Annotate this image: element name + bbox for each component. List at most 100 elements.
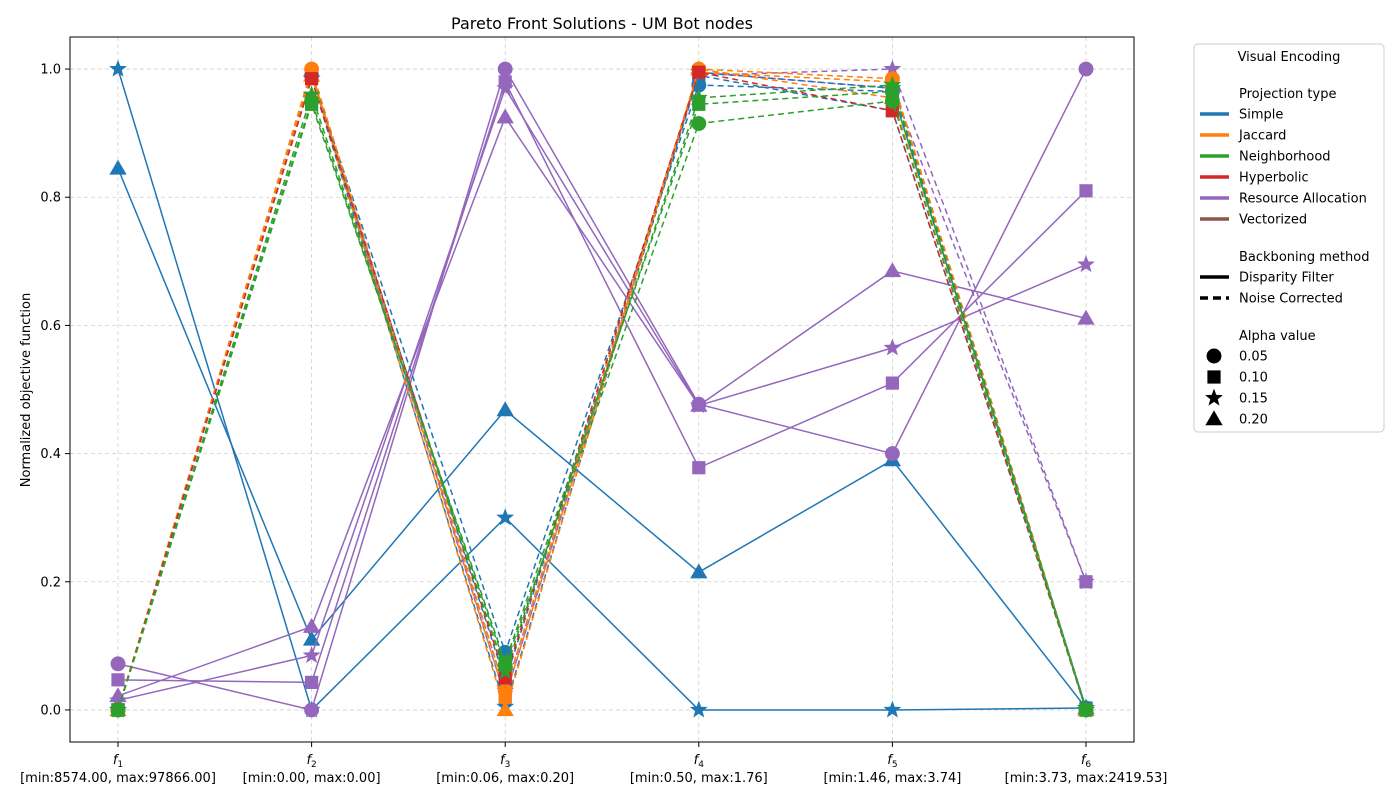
series-resource-allocation-0.20 <box>109 108 1095 703</box>
series-line <box>117 68 1087 712</box>
x-axis-range-label: [min:8574.00, max:97866.00] <box>20 771 216 786</box>
legend-item-label: Noise Corrected <box>1239 292 1343 307</box>
x-tick-label: f3 <box>500 753 510 770</box>
y-axis-label: Normalized objective function <box>19 293 34 487</box>
series-hyperbolic-0.10 <box>111 65 1093 717</box>
data-point <box>305 675 319 689</box>
data-point <box>496 662 515 680</box>
data-point <box>689 88 708 106</box>
x-tick-label: f1 <box>113 753 123 770</box>
legend-item-label: Simple <box>1239 108 1283 123</box>
data-point <box>302 617 321 633</box>
y-tick-label: 0.6 <box>40 319 61 334</box>
series-line <box>117 90 1087 711</box>
legend-projection-title: Projection type <box>1239 87 1336 102</box>
legend-title: Visual Encoding <box>1238 50 1341 65</box>
legend: Visual Encoding Projection type Simple Jacc… <box>1193 43 1385 433</box>
data-point <box>883 59 902 77</box>
data-point <box>690 563 708 579</box>
plot-frame <box>69 36 1135 743</box>
series-neighborhood-0.05 <box>110 93 1094 718</box>
data-point <box>1077 309 1095 325</box>
data-point <box>883 338 902 356</box>
series-line <box>117 115 1087 697</box>
data-point <box>1077 700 1095 718</box>
legend-alpha-title: Alpha value <box>1239 329 1316 344</box>
legend-marker <box>1206 348 1222 364</box>
series-line <box>117 68 1087 713</box>
x-axis-range-label: [min:0.00, max:0.00] <box>243 771 381 786</box>
legend-item-label: Hyperbolic <box>1239 171 1309 186</box>
series-line <box>117 66 1087 711</box>
data-point <box>883 262 902 278</box>
data-point <box>302 646 321 664</box>
data-point <box>109 159 127 175</box>
data-point <box>1079 184 1093 198</box>
data-point <box>109 59 127 77</box>
series-line <box>117 79 1087 684</box>
data-point <box>304 702 320 718</box>
legend-marker <box>1205 410 1223 426</box>
legend-backbone-title: Backboning method <box>1239 250 1369 265</box>
x-axis: f1[min:8574.00, max:97866.00] f2[min:0.00… <box>20 742 1167 786</box>
x-axis-range-label: [min:3.73, max:2419.53] <box>1005 771 1168 786</box>
data-point <box>690 396 708 412</box>
legend-item-label: Jaccard <box>1238 129 1286 144</box>
series-resource-allocation-0.10 <box>111 65 1093 717</box>
y-tick-label: 1.0 <box>40 63 61 78</box>
legend-item-label: Resource Allocation <box>1239 192 1367 207</box>
legend-marker <box>1207 370 1221 384</box>
x-tick-label: f6 <box>1081 753 1092 770</box>
x-axis-range-label: [min:0.50, max:1.76] <box>630 771 768 786</box>
legend-item-label: Vectorized <box>1239 213 1307 228</box>
chart-title: Pareto Front Solutions - UM Bot nodes <box>451 14 753 33</box>
data-point <box>497 61 513 77</box>
series-line <box>117 67 1087 711</box>
data-point <box>1077 572 1095 590</box>
data-point <box>885 376 899 390</box>
x-tick-label: f2 <box>306 753 316 770</box>
x-tick-label: f4 <box>694 753 705 770</box>
data-point <box>883 700 902 718</box>
legend-item-label: Neighborhood <box>1239 150 1331 165</box>
data-point <box>496 108 514 124</box>
data-point <box>109 700 127 718</box>
y-tick-label: 0.8 <box>40 191 61 206</box>
data-point <box>691 116 707 131</box>
y-tick-label: 0.2 <box>40 575 61 590</box>
series-line <box>117 168 1087 709</box>
x-tick-label: f5 <box>887 753 897 770</box>
legend-box <box>1193 43 1385 433</box>
legend-item-label: 0.15 <box>1239 392 1268 407</box>
data-point <box>496 401 514 417</box>
series-jaccard-0.10 <box>111 65 1093 717</box>
data-point <box>689 700 708 718</box>
data-point <box>1078 61 1094 77</box>
legend-marker <box>1205 388 1223 406</box>
series-line <box>117 98 1087 711</box>
data-point <box>884 446 900 462</box>
series-line <box>117 84 1087 711</box>
data-point <box>498 690 512 704</box>
data-point <box>496 78 515 96</box>
data-point <box>692 65 706 79</box>
legend-item-label: Disparity Filter <box>1239 271 1334 286</box>
series-layer <box>109 59 1095 718</box>
legend-item-label: 0.10 <box>1239 371 1268 386</box>
data-point <box>111 673 125 687</box>
series-line <box>117 71 1087 711</box>
y-tick-label: 0.4 <box>40 447 61 462</box>
data-point <box>692 461 706 475</box>
series-jaccard-0.20 <box>109 60 1095 717</box>
series-neighborhood-0.10 <box>111 84 1093 717</box>
legend-item-label: 0.20 <box>1239 413 1268 428</box>
series-simple-0.20 <box>109 159 1095 715</box>
data-point <box>496 508 515 526</box>
data-point <box>1077 255 1095 273</box>
data-point <box>302 85 321 103</box>
series-line <box>117 86 1087 702</box>
data-point <box>496 701 514 717</box>
data-point <box>883 75 902 93</box>
